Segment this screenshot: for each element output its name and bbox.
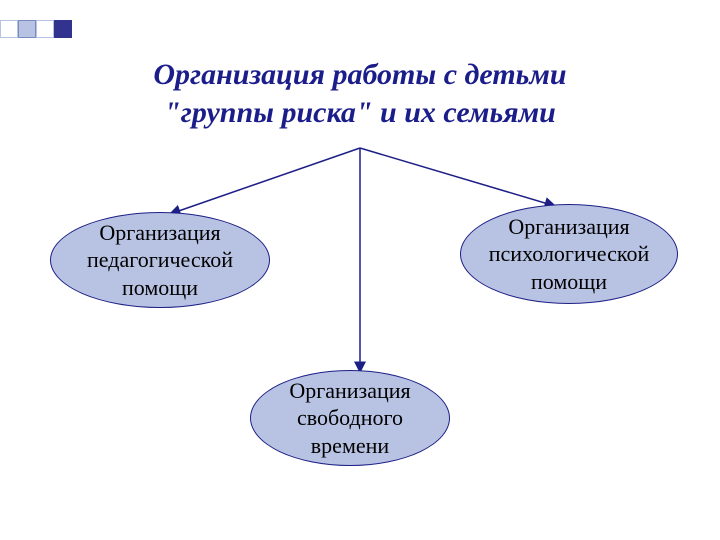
node-psy-label: Организация психологической помощи [471, 213, 667, 296]
slide-title: Организация работы с детьми "группы риск… [0, 56, 720, 131]
deco-square [0, 20, 18, 38]
arrow-2 [360, 148, 555, 206]
arrow-0 [170, 148, 360, 214]
deco-square [36, 20, 54, 38]
title-line-1: Организация работы с детьми [0, 56, 720, 94]
title-line-2: "группы риска" и их семьями [0, 94, 720, 132]
deco-square [18, 20, 36, 38]
node-psy: Организация психологической помощи [460, 204, 678, 304]
node-ped-label: Организация педагогической помощи [61, 219, 259, 302]
node-ped: Организация педагогической помощи [50, 212, 270, 308]
node-free-label: Организация свободного времени [261, 377, 439, 460]
corner-decoration [0, 20, 72, 38]
node-free: Организация свободного времени [250, 370, 450, 466]
deco-square [54, 20, 72, 38]
